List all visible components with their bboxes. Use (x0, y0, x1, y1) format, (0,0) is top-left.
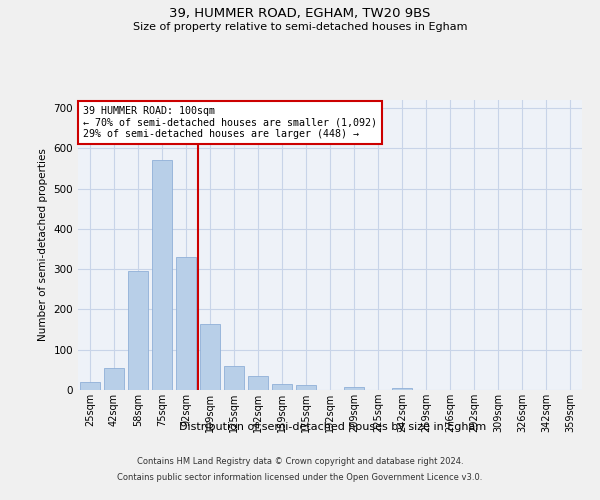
Text: Contains public sector information licensed under the Open Government Licence v3: Contains public sector information licen… (118, 472, 482, 482)
Bar (176, 257, 196, 390)
Text: Size of property relative to semi-detached houses in Egham: Size of property relative to semi-detach… (133, 22, 467, 32)
Bar (200, 324, 220, 390)
Text: Contains HM Land Registry data © Crown copyright and database right 2024.: Contains HM Land Registry data © Crown c… (137, 458, 463, 466)
Bar (272, 384, 292, 390)
Text: 39 HUMMER ROAD: 100sqm
← 70% of semi-detached houses are smaller (1,092)
29% of : 39 HUMMER ROAD: 100sqm ← 70% of semi-det… (83, 106, 377, 139)
Bar (80, 382, 100, 390)
Bar (104, 368, 124, 390)
Bar (392, 388, 412, 390)
Bar (344, 387, 364, 390)
Text: Distribution of semi-detached houses by size in Egham: Distribution of semi-detached houses by … (179, 422, 487, 432)
Text: 39, HUMMER ROAD, EGHAM, TW20 9BS: 39, HUMMER ROAD, EGHAM, TW20 9BS (169, 8, 431, 20)
Bar (224, 366, 244, 390)
Bar (248, 376, 268, 390)
Bar (152, 160, 172, 390)
Y-axis label: Number of semi-detached properties: Number of semi-detached properties (38, 148, 48, 342)
Bar (296, 385, 316, 390)
Bar (128, 271, 148, 390)
